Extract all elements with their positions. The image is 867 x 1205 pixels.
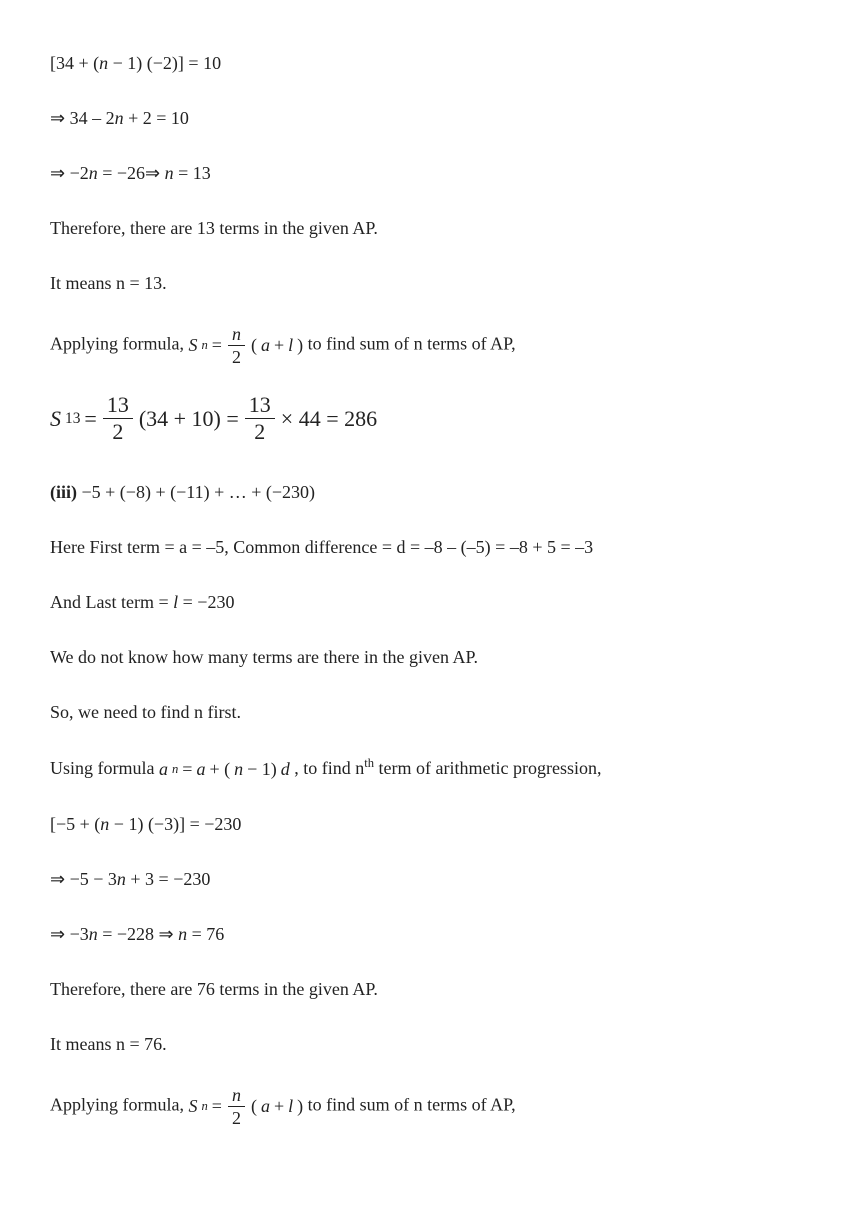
part-iii: (iii) −5 + (−8) + (−11) + … + (−230) bbox=[50, 479, 817, 506]
mid: (34 + 10) = bbox=[139, 402, 239, 435]
n: n bbox=[117, 869, 126, 889]
num: 13 bbox=[103, 394, 133, 419]
sub-n: n bbox=[201, 336, 207, 355]
den: 2 bbox=[228, 1107, 245, 1127]
eq: = bbox=[212, 1093, 222, 1120]
text-n-13: It means n = 13. bbox=[50, 270, 817, 297]
text: ⇒ 34 – 2 bbox=[50, 108, 115, 128]
text: = −228 ⇒ bbox=[98, 924, 178, 944]
text: to find sum of n terms of AP, bbox=[308, 1095, 516, 1115]
n: n bbox=[234, 756, 243, 783]
var-n: n bbox=[165, 163, 174, 183]
text: And Last term = bbox=[50, 592, 173, 612]
num: n bbox=[228, 1086, 245, 1107]
l: l bbox=[288, 332, 293, 359]
fraction: n 2 bbox=[228, 1086, 245, 1127]
text: ⇒ −5 − 3 bbox=[50, 869, 117, 889]
eq-line-simp1: ⇒ −5 − 3n + 3 = −230 bbox=[50, 866, 817, 893]
text: = 76 bbox=[187, 924, 224, 944]
paren: ( bbox=[251, 332, 257, 359]
den: 2 bbox=[108, 419, 127, 443]
paren: ( bbox=[251, 1093, 257, 1120]
fraction: n 2 bbox=[228, 325, 245, 366]
S: S bbox=[188, 1093, 197, 1120]
find-n: So, we need to find n first. bbox=[50, 699, 817, 726]
text: + 3 = −230 bbox=[126, 869, 210, 889]
text: − 1) (−2)] = 10 bbox=[108, 53, 221, 73]
using-formula: Using formula an = a + (n − 1)d , to fin… bbox=[50, 754, 817, 783]
sup-th: th bbox=[364, 756, 374, 770]
text-n-76: It means n = 76. bbox=[50, 1031, 817, 1058]
formula-apply-1: Applying formula, Sn = n 2 (a + l) to fi… bbox=[50, 325, 817, 366]
l: l bbox=[288, 1093, 293, 1120]
var-n: n bbox=[89, 163, 98, 183]
eq-line-simp2: ⇒ −3n = −228 ⇒ n = 76 bbox=[50, 921, 817, 948]
paren2: ) bbox=[297, 332, 303, 359]
frac2: 13 2 bbox=[245, 394, 275, 443]
text-terms-76: Therefore, there are 76 terms in the giv… bbox=[50, 976, 817, 1003]
n: n bbox=[178, 924, 187, 944]
min: − 1) bbox=[247, 756, 277, 783]
end: × 44 = 286 bbox=[281, 402, 377, 435]
text: , to find n bbox=[294, 758, 364, 778]
sub-n: n bbox=[201, 1097, 207, 1116]
formula-s13: S13 = 13 2 (34 + 10) = 13 2 × 44 = 286 bbox=[50, 394, 377, 443]
eq-line-sub: [−5 + (n − 1) (−3)] = −230 bbox=[50, 811, 817, 838]
S: S bbox=[50, 402, 61, 435]
text: to find sum of n terms of AP, bbox=[308, 334, 516, 354]
text: = 13 bbox=[174, 163, 211, 183]
last-term: And Last term = l = −230 bbox=[50, 589, 817, 616]
text: Applying formula, bbox=[50, 334, 188, 354]
nth-formula: an = a + (n − 1)d bbox=[159, 756, 290, 783]
a: a bbox=[159, 756, 168, 783]
n: n bbox=[100, 814, 109, 834]
mid: + ( bbox=[209, 756, 230, 783]
eq: = bbox=[212, 332, 222, 359]
sub-n: n bbox=[172, 760, 178, 779]
text: + 2 = 10 bbox=[124, 108, 189, 128]
text: − 1) (−3)] = −230 bbox=[109, 814, 241, 834]
series: −5 + (−8) + (−11) + … + (−230) bbox=[77, 482, 315, 502]
text: ⇒ −2 bbox=[50, 163, 89, 183]
S: S bbox=[188, 332, 197, 359]
var-n: n bbox=[99, 53, 108, 73]
sum-formula: Sn = n 2 (a + l) bbox=[188, 325, 303, 366]
formula-apply-2: Applying formula, Sn = n 2 (a + l) to fi… bbox=[50, 1086, 817, 1127]
text-terms-13: Therefore, there are 13 terms in the giv… bbox=[50, 215, 817, 242]
sub-13: 13 bbox=[65, 407, 80, 430]
eq-line-1: [34 + (n − 1) (−2)] = 10 bbox=[50, 50, 817, 77]
a2: a bbox=[196, 756, 205, 783]
eq: = bbox=[84, 402, 96, 435]
eq: = bbox=[182, 756, 192, 783]
text: ⇒ −3 bbox=[50, 924, 89, 944]
num: 13 bbox=[245, 394, 275, 419]
plus: + bbox=[274, 1093, 284, 1120]
frac1: 13 2 bbox=[103, 394, 133, 443]
eq-line-3: ⇒ −2n = −26⇒ n = 13 bbox=[50, 160, 817, 187]
text: term of arithmetic progression, bbox=[374, 758, 601, 778]
a: a bbox=[261, 1093, 270, 1120]
den: 2 bbox=[250, 419, 269, 443]
text: = −26⇒ bbox=[98, 163, 165, 183]
d: d bbox=[281, 756, 290, 783]
first-term: Here First term = a = –5, Common differe… bbox=[50, 534, 817, 561]
sum-formula-2: Sn = n 2 (a + l) bbox=[188, 1086, 303, 1127]
num: n bbox=[228, 325, 245, 346]
plus: + bbox=[274, 332, 284, 359]
eq-line-2: ⇒ 34 – 2n + 2 = 10 bbox=[50, 105, 817, 132]
paren2: ) bbox=[297, 1093, 303, 1120]
text: Using formula bbox=[50, 758, 159, 778]
den: 2 bbox=[228, 346, 245, 366]
var-n: n bbox=[115, 108, 124, 128]
label: (iii) bbox=[50, 482, 77, 502]
text: [34 + ( bbox=[50, 53, 99, 73]
unknown-terms: We do not know how many terms are there … bbox=[50, 644, 817, 671]
a: a bbox=[261, 332, 270, 359]
n: n bbox=[89, 924, 98, 944]
text: [−5 + ( bbox=[50, 814, 100, 834]
text: Applying formula, bbox=[50, 1095, 188, 1115]
text: = −230 bbox=[178, 592, 234, 612]
s13-calc: S13 = 13 2 (34 + 10) = 13 2 × 44 = 286 bbox=[50, 394, 817, 443]
